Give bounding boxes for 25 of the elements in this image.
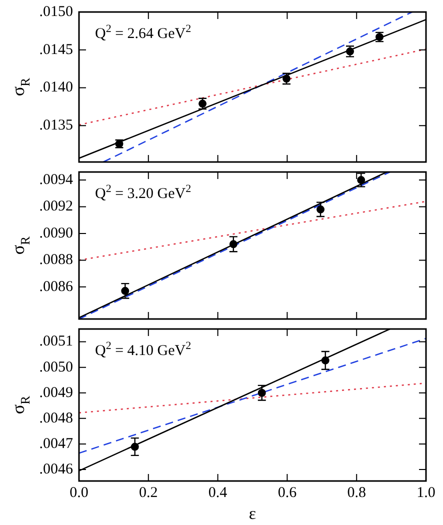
y-tick-label: .0092 <box>39 198 73 215</box>
y-tick-label: .0049 <box>39 384 73 401</box>
x-tick-label: 0.8 <box>347 484 366 501</box>
y-axis-title: σR <box>8 77 32 96</box>
y-tick-label: .0051 <box>39 334 73 350</box>
y-axis-title: σR <box>8 395 32 414</box>
y-tick-label: .0094 <box>39 172 74 188</box>
x-tick-label: 0.4 <box>208 484 228 501</box>
y-tick-label: .0088 <box>39 252 73 268</box>
y-tick-label: .0090 <box>39 225 73 242</box>
y-tick-label: .0047 <box>39 436 74 452</box>
x-tick-label: 0.0 <box>70 484 88 501</box>
y-tick-label: .0140 <box>39 80 73 96</box>
y-tick-label: .0050 <box>39 359 73 376</box>
x-axis-title: ε <box>248 504 256 523</box>
x-tick-label: 0.2 <box>139 484 158 501</box>
x-tick-label: 0.6 <box>278 484 298 501</box>
x-tick-label: 1.0 <box>416 484 436 501</box>
y-tick-label: .0086 <box>39 278 74 295</box>
y-axis-title: σR <box>8 236 32 255</box>
y-tick-label: .0046 <box>39 461 74 478</box>
y-tick-label: .0048 <box>39 410 73 426</box>
y-tick-label: .0150 <box>39 4 73 20</box>
y-tick-label: .0145 <box>39 42 73 58</box>
y-tick-label: .0135 <box>39 118 73 134</box>
